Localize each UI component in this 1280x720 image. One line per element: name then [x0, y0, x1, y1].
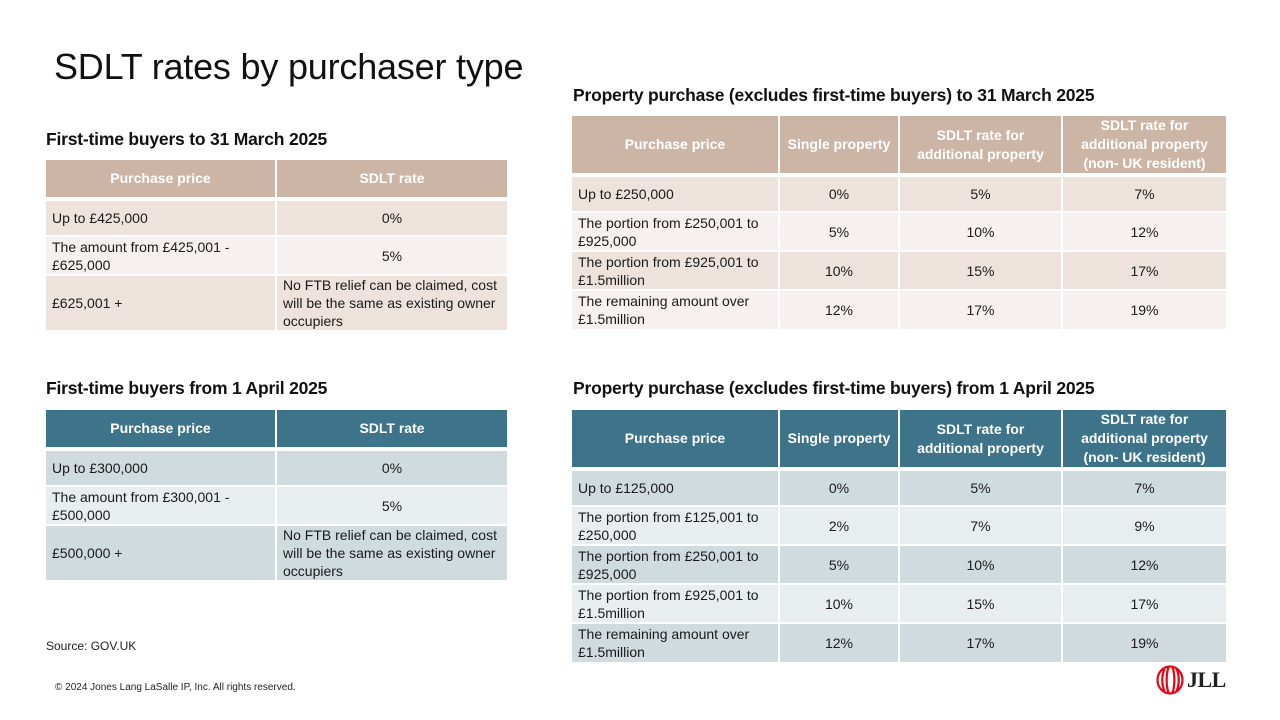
column-header: Single property: [778, 410, 899, 471]
table-row: The portion from £250,001 to £925,000 5%…: [572, 211, 1226, 251]
purchase-price-cell: The portion from £250,001 to £925,000: [572, 544, 779, 584]
ftb-after-heading: First-time buyers from 1 April 2025: [46, 378, 328, 398]
page-title: SDLT rates by purchaser type: [54, 46, 524, 87]
non-uk-resident-cell: 9%: [1061, 505, 1226, 545]
non-uk-resident-cell: 17%: [1061, 250, 1226, 290]
prop-after-table: Purchase price Single property SDLT rate…: [572, 410, 1226, 662]
ftb-after-table: Purchase price SDLT rate Up to £300,000 …: [46, 410, 507, 580]
additional-property-cell: 10%: [898, 544, 1062, 584]
purchase-price-cell: Up to £125,000: [572, 468, 779, 506]
table-row: The remaining amount over £1.5million 12…: [572, 289, 1226, 329]
prop-before-table: Purchase price Single property SDLT rate…: [572, 116, 1226, 329]
single-property-cell: 5%: [778, 544, 899, 584]
table-row: The portion from £250,001 to £925,000 5%…: [572, 544, 1226, 584]
table-header-row: Purchase price Single property SDLT rate…: [572, 116, 1226, 177]
column-header: SDLT rate for additional property (non- …: [1061, 116, 1226, 177]
purchase-price-cell: The remaining amount over £1.5million: [572, 622, 779, 662]
table-header-row: Purchase price Single property SDLT rate…: [572, 410, 1226, 471]
single-property-cell: 10%: [778, 583, 899, 623]
column-header: Purchase price: [46, 160, 276, 201]
additional-property-cell: 17%: [898, 289, 1062, 329]
single-property-cell: 0%: [778, 174, 899, 212]
table-row: Up to £300,000 0%: [46, 448, 507, 486]
prop-before-heading: Property purchase (excludes first-time b…: [573, 85, 1095, 105]
sdlt-rate-cell: 5%: [275, 235, 507, 275]
column-header: Purchase price: [572, 116, 779, 177]
table-row: The amount from £425,001 - £625,000 5%: [46, 235, 507, 275]
sdlt-rate-cell: 5%: [275, 485, 507, 525]
sdlt-rate-cell: 0%: [275, 198, 507, 236]
column-header: SDLT rate: [275, 410, 507, 451]
purchase-price-cell: The portion from £250,001 to £925,000: [572, 211, 779, 251]
copyright-notice: © 2024 Jones Lang LaSalle IP, Inc. All r…: [55, 682, 296, 693]
additional-property-cell: 5%: [898, 174, 1062, 212]
jll-logo-text: JLL: [1187, 667, 1226, 692]
additional-property-cell: 10%: [898, 211, 1062, 251]
column-header: Purchase price: [572, 410, 779, 471]
sdlt-rate-cell: 0%: [275, 448, 507, 486]
source-note: Source: GOV.UK: [46, 639, 137, 653]
ftb-before-heading: First-time buyers to 31 March 2025: [46, 129, 328, 149]
single-property-cell: 5%: [778, 211, 899, 251]
table-row: The portion from £925,001 to £1.5million…: [572, 583, 1226, 623]
non-uk-resident-cell: 12%: [1061, 211, 1226, 251]
column-header: SDLT rate for additional property: [898, 410, 1062, 471]
purchase-price-cell: The portion from £125,001 to £250,000: [572, 505, 779, 545]
table-row: Up to £425,000 0%: [46, 198, 507, 236]
non-uk-resident-cell: 7%: [1061, 174, 1226, 212]
non-uk-resident-cell: 17%: [1061, 583, 1226, 623]
single-property-cell: 12%: [778, 622, 899, 662]
column-header: SDLT rate for additional property: [898, 116, 1062, 177]
purchase-price-cell: Up to £250,000: [572, 174, 779, 212]
table-row: The amount from £300,001 - £500,000 5%: [46, 485, 507, 525]
single-property-cell: 2%: [778, 505, 899, 545]
table-row: The portion from £125,001 to £250,000 2%…: [572, 505, 1226, 545]
table-header-row: Purchase price SDLT rate: [46, 410, 507, 451]
jll-logo-icon: [1156, 665, 1184, 695]
purchase-price-cell: £625,001 +: [46, 274, 276, 330]
purchase-price-cell: The portion from £925,001 to £1.5million: [572, 583, 779, 623]
column-header: SDLT rate for additional property (non- …: [1061, 410, 1226, 471]
jll-logo: JLL: [1156, 664, 1226, 696]
table-row: Up to £250,000 0% 5% 7%: [572, 174, 1226, 212]
additional-property-cell: 15%: [898, 250, 1062, 290]
single-property-cell: 0%: [778, 468, 899, 506]
prop-after-heading: Property purchase (excludes first-time b…: [573, 378, 1095, 398]
purchase-price-cell: The portion from £925,001 to £1.5million: [572, 250, 779, 290]
non-uk-resident-cell: 19%: [1061, 289, 1226, 329]
table-header-row: Purchase price SDLT rate: [46, 160, 507, 201]
purchase-price-cell: The amount from £425,001 - £625,000: [46, 235, 276, 275]
purchase-price-cell: Up to £300,000: [46, 448, 276, 486]
table-row: The remaining amount over £1.5million 12…: [572, 622, 1226, 662]
purchase-price-cell: £500,000 +: [46, 524, 276, 580]
single-property-cell: 12%: [778, 289, 899, 329]
table-row: Up to £125,000 0% 5% 7%: [572, 468, 1226, 506]
ftb-before-table: Purchase price SDLT rate Up to £425,000 …: [46, 160, 507, 330]
single-property-cell: 10%: [778, 250, 899, 290]
column-header: Single property: [778, 116, 899, 177]
purchase-price-cell: Up to £425,000: [46, 198, 276, 236]
purchase-price-cell: The amount from £300,001 - £500,000: [46, 485, 276, 525]
sdlt-rate-cell: No FTB relief can be claimed, cost will …: [275, 274, 507, 330]
additional-property-cell: 17%: [898, 622, 1062, 662]
additional-property-cell: 15%: [898, 583, 1062, 623]
non-uk-resident-cell: 12%: [1061, 544, 1226, 584]
column-header: Purchase price: [46, 410, 276, 451]
column-header: SDLT rate: [275, 160, 507, 201]
additional-property-cell: 7%: [898, 505, 1062, 545]
non-uk-resident-cell: 19%: [1061, 622, 1226, 662]
table-row: £625,001 + No FTB relief can be claimed,…: [46, 274, 507, 330]
table-row: £500,000 + No FTB relief can be claimed,…: [46, 524, 507, 580]
sdlt-rate-cell: No FTB relief can be claimed, cost will …: [275, 524, 507, 580]
table-row: The portion from £925,001 to £1.5million…: [572, 250, 1226, 290]
additional-property-cell: 5%: [898, 468, 1062, 506]
non-uk-resident-cell: 7%: [1061, 468, 1226, 506]
purchase-price-cell: The remaining amount over £1.5million: [572, 289, 779, 329]
